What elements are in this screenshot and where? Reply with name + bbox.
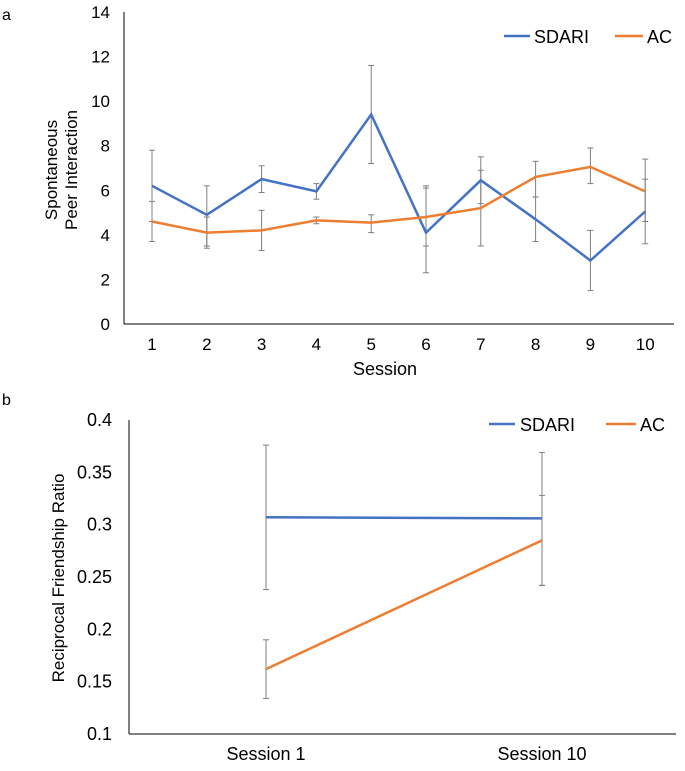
panel-a-y-axis-title: Spontaneous Peer Interaction [42, 110, 81, 230]
panel-a-y-ticks: 0 2 4 6 8 10 12 14 [91, 3, 110, 334]
x-tick-label: 2 [202, 335, 211, 354]
series-line-sdari [265, 516, 543, 520]
series-line-sdari [151, 112, 647, 263]
x-tick-label: Session 1 [226, 744, 305, 764]
series-line-ac [265, 539, 543, 671]
x-tick-label: 3 [257, 335, 266, 354]
panel-a-x-ticks: 1 2 3 4 5 6 7 8 9 10 [147, 335, 654, 354]
panel-b-x-ticks: Session 1 Session 10 [226, 744, 586, 764]
x-tick-label: 6 [421, 335, 430, 354]
y-tick-label: 0.3 [87, 515, 112, 535]
legend-label-ac: AC [647, 27, 672, 47]
panel-b-y-axis-title: Reciprocal Friendship Ratio [49, 474, 68, 683]
x-tick-label: 9 [586, 335, 595, 354]
panel-a-label: a [2, 7, 11, 24]
error-bar-ac [263, 639, 269, 699]
panel-b-label: b [2, 392, 11, 409]
series-line-ac [151, 165, 646, 234]
x-tick-label: 10 [636, 335, 655, 354]
error-bar-ac [539, 494, 545, 586]
y-tick-label: 0.25 [77, 567, 112, 587]
panel-b-y-title: Reciprocal Friendship Ratio [49, 474, 68, 683]
panel-a-legend: SDARI AC [504, 27, 672, 47]
y-tick-label: 2 [101, 270, 110, 289]
y-tick-label: 0.35 [77, 462, 112, 482]
x-tick-label: 8 [531, 335, 540, 354]
y-tick-label: 8 [101, 137, 110, 156]
y-tick-label: 12 [91, 48, 110, 67]
legend-label-sdari: SDARI [534, 27, 589, 47]
panel-b-y-ticks: 0.1 0.15 0.2 0.25 0.3 0.35 0.4 [77, 410, 112, 744]
y-tick-label: 0.1 [87, 724, 112, 744]
y-tick-label: 0.2 [87, 619, 112, 639]
x-tick-label: 5 [366, 335, 375, 354]
y-tick-label: 10 [91, 92, 110, 111]
panel-b-legend: SDARI AC [489, 415, 665, 435]
y-tick-label: 4 [101, 226, 110, 245]
y-tick-label: 0.4 [87, 410, 112, 430]
x-tick-label: 7 [476, 335, 485, 354]
panel-b-series-lines [265, 516, 543, 671]
panel-a-series-lines [151, 112, 647, 263]
legend-label-ac: AC [640, 415, 665, 435]
panel-b-error-bars [263, 444, 545, 699]
x-tick-label: 4 [312, 335, 321, 354]
y-tick-label: 0.15 [77, 672, 112, 692]
legend-label-sdari: SDARI [520, 415, 575, 435]
y-tick-label: 14 [91, 3, 110, 22]
panel-a-y-title-line2: Peer Interaction [62, 110, 81, 230]
panel-a-error-bars [149, 64, 649, 292]
error-bar-ac [532, 160, 539, 198]
panel-a-x-axis-title: Session [353, 359, 417, 379]
y-tick-label: 6 [101, 181, 110, 200]
panel-b: b 0.10.150.20.250.30.350.4 Session 1 Sess… [2, 392, 676, 764]
x-tick-label: 1 [147, 335, 156, 354]
y-tick-label: 0 [101, 315, 110, 334]
x-tick-label: Session 10 [497, 744, 586, 764]
error-bar-ac [149, 200, 155, 243]
panel-a-y-title-line1: Spontaneous [42, 120, 61, 220]
